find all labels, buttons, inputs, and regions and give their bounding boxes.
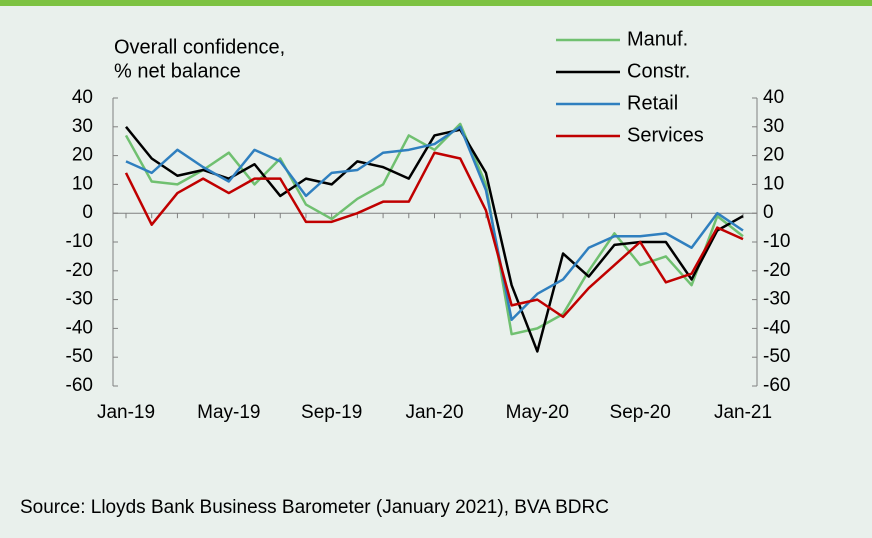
y-tick-label: -40	[66, 317, 93, 338]
y-tick-label: -50	[66, 346, 93, 367]
y-tick-label: 30	[72, 116, 93, 137]
legend-label: Constr.	[627, 60, 690, 82]
x-tick-label: Jan-19	[97, 402, 155, 423]
legend-label: Retail	[627, 92, 678, 114]
chart-title: Overall confidence,	[114, 36, 285, 58]
legend-label: Manuf.	[627, 28, 688, 50]
y2-tick-label: -50	[763, 346, 790, 367]
series-line	[124, 122, 744, 336]
series-line	[124, 151, 744, 319]
y-tick-label: 40	[72, 87, 93, 108]
y2-tick-label: 10	[763, 173, 784, 194]
y2-tick-label: -60	[763, 375, 790, 396]
x-tick-label: May-20	[506, 402, 569, 423]
x-tick-label: Jan-20	[405, 402, 463, 423]
x-tick-label: May-19	[197, 402, 260, 423]
chart-title: % net balance	[114, 60, 241, 82]
series-line	[125, 125, 744, 322]
source: Source: Lloyds Bank Business Barometer (…	[20, 497, 609, 518]
y2-tick-label: 40	[763, 87, 784, 108]
y2-tick-label: -20	[763, 260, 790, 281]
y2-tick-label: 0	[763, 202, 774, 223]
y-tick-label: 0	[82, 202, 93, 223]
y-tick-label: 10	[72, 173, 93, 194]
y2-tick-label: -10	[763, 231, 790, 252]
y2-tick-label: 20	[763, 145, 784, 166]
y-tick-label: -60	[66, 375, 93, 396]
y-tick-label: -30	[66, 289, 93, 310]
y2-tick-label: -30	[763, 289, 790, 310]
y-tick-label: 20	[72, 145, 93, 166]
y2-tick-label: 30	[763, 116, 784, 137]
legend-label: Services	[627, 124, 704, 146]
x-tick-label: Sep-20	[610, 402, 671, 423]
x-tick-label: Sep-19	[301, 402, 362, 423]
y2-tick-label: -40	[763, 317, 790, 338]
x-tick-label: Jan-21	[714, 402, 772, 423]
y-tick-label: -20	[66, 260, 93, 281]
y-tick-label: -10	[66, 231, 93, 252]
top-bar	[0, 0, 872, 6]
